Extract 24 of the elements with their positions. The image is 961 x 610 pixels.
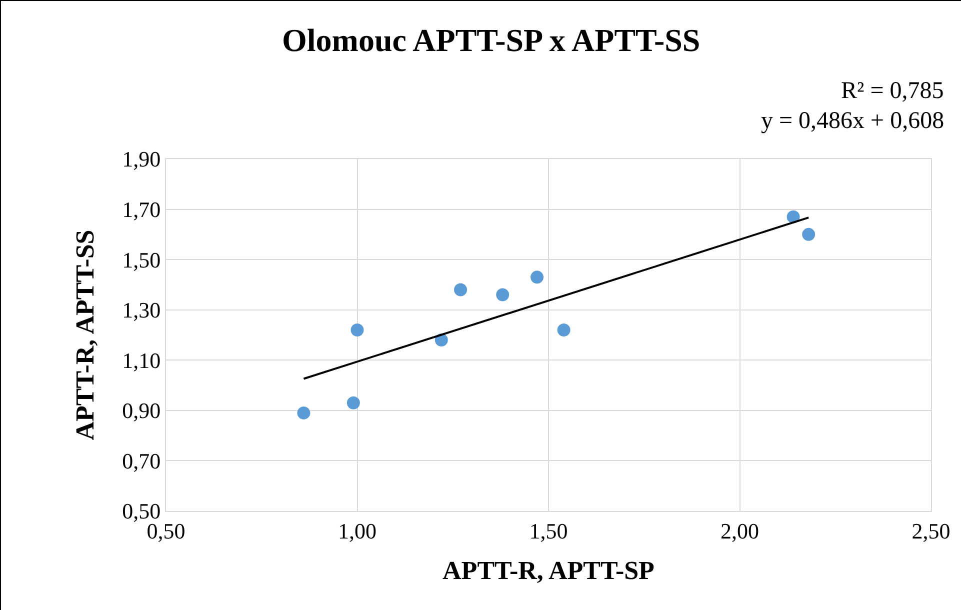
chart-title: Olomouc APTT-SP x APTT-SS bbox=[282, 22, 700, 58]
x-tick-label: 2,00 bbox=[720, 518, 759, 544]
y-tick-label: 1,30 bbox=[122, 298, 161, 323]
point bbox=[297, 406, 310, 420]
point bbox=[802, 228, 816, 241]
point bbox=[496, 288, 510, 302]
point bbox=[454, 283, 468, 296]
y-axis-title: APTT-R, APTT-SS bbox=[70, 230, 100, 440]
y-tick-label: 0,70 bbox=[122, 448, 161, 474]
y-tick-label: 1,10 bbox=[122, 348, 161, 373]
x-axis-title: APTT-R, APTT-SP bbox=[442, 556, 655, 586]
text: R² = 0,785 bbox=[841, 78, 944, 104]
x-tick-label: 2,50 bbox=[912, 518, 950, 544]
text: y = 0,486x + 0,608 bbox=[761, 108, 944, 134]
point bbox=[530, 270, 544, 284]
point bbox=[350, 323, 364, 336]
y-tick-label: 1,70 bbox=[122, 196, 161, 222]
x-tick-label: 1,50 bbox=[529, 518, 568, 544]
x-tick-label: 1,00 bbox=[338, 518, 376, 544]
y-tick-label: 1,50 bbox=[122, 247, 161, 272]
point bbox=[557, 323, 570, 336]
y-tick-label: 1,90 bbox=[122, 146, 161, 172]
point bbox=[346, 396, 360, 410]
y-tick-label: 0,90 bbox=[122, 398, 161, 424]
